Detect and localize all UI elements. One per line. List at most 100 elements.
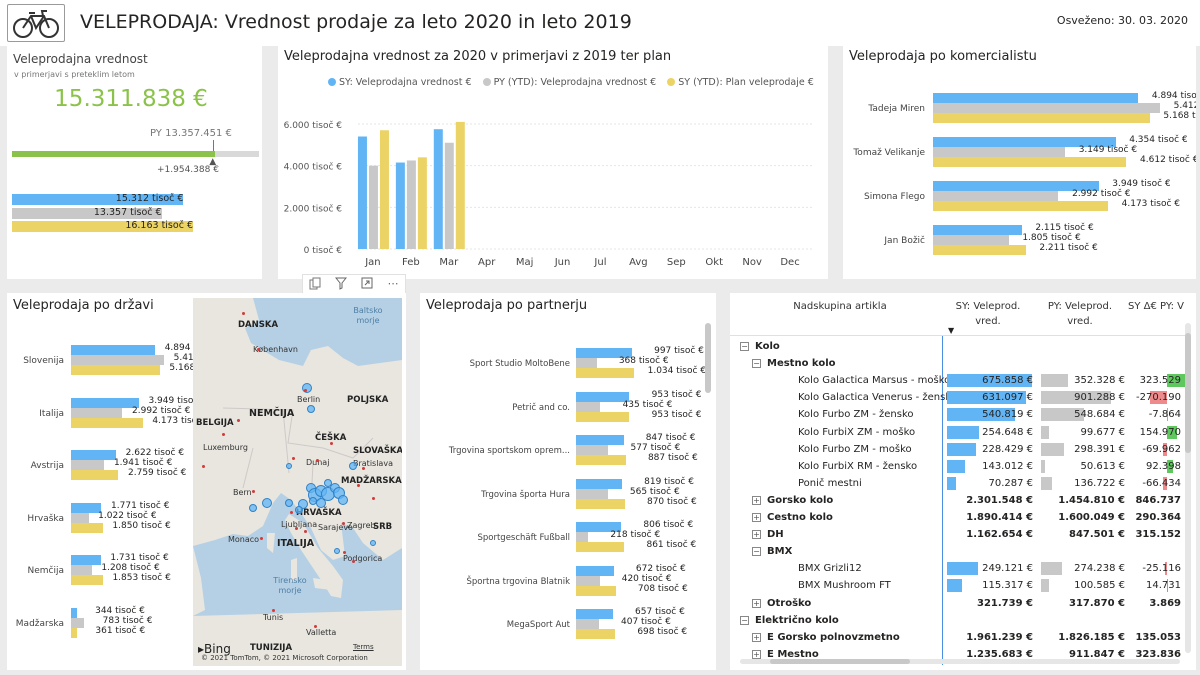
bar-sy[interactable] [71, 607, 77, 618]
legend-item-sy[interactable]: SY: Veleprodajna vrednost € [320, 77, 472, 88]
bar-py[interactable] [71, 460, 105, 470]
matrix-vscroll-track[interactable] [1185, 323, 1191, 653]
bar-py[interactable] [933, 147, 1066, 157]
matrix-panel[interactable]: Nadskupina artikla SY: Veleprod. vred. P… [730, 293, 1196, 670]
filter-icon[interactable] [333, 277, 349, 291]
bar-plan[interactable] [933, 245, 1026, 255]
bar-py[interactable] [576, 401, 601, 412]
map-bubble[interactable] [307, 405, 315, 413]
month-bar[interactable] [379, 130, 389, 249]
bar-py[interactable] [933, 191, 1059, 201]
map-bubble[interactable] [249, 504, 257, 512]
bar-py[interactable] [576, 619, 599, 629]
month-bar[interactable] [455, 121, 465, 249]
table-row[interactable]: − BMX [730, 543, 1195, 560]
more-options-icon[interactable]: ⋯ [387, 277, 399, 290]
expand-icon[interactable]: + [752, 632, 761, 642]
table-row[interactable]: + Cestno kolo 1.890.414 € 1.600.049 € 290.36… [730, 509, 1195, 526]
bar-plan[interactable] [71, 522, 103, 533]
map-bubble[interactable] [338, 495, 348, 505]
table-row[interactable]: Kolo FurbiX ZM - moško 254.648 € 99.677 € 1… [730, 424, 1195, 441]
bar-plan[interactable] [71, 417, 143, 428]
monthly-chart-panel[interactable]: Veleprodajna vrednost za 2020 v primerja… [278, 44, 828, 279]
map-bubble[interactable] [262, 498, 272, 508]
map-bubble[interactable] [286, 463, 292, 469]
header-group[interactable]: Nadskupina artikla [793, 301, 887, 312]
month-bar[interactable] [406, 160, 416, 249]
bar-sy[interactable] [71, 397, 139, 408]
bar-sy[interactable] [933, 93, 1139, 103]
bar-py[interactable] [71, 407, 123, 418]
bar-py[interactable] [933, 103, 1160, 113]
bar-plan[interactable] [576, 585, 616, 596]
month-bar[interactable] [417, 157, 427, 249]
table-row[interactable]: Kolo Galactica Marsus - moško 675.858 € 35… [730, 372, 1195, 389]
europe-map[interactable]: DANSKA Baltsko morje København Berlin PO… [193, 298, 402, 666]
collapse-icon[interactable]: − [740, 342, 749, 351]
map-bubble[interactable] [298, 499, 308, 509]
bar-plan[interactable] [71, 575, 103, 585]
bar-sy[interactable] [576, 348, 632, 358]
bar-plan[interactable] [71, 365, 160, 375]
bar-sy[interactable] [933, 137, 1116, 147]
bar-py[interactable] [576, 445, 609, 455]
bar-plan[interactable] [576, 498, 625, 509]
bar-py[interactable] [576, 532, 589, 542]
bar-sy[interactable] [576, 435, 624, 445]
collapse-icon[interactable]: − [752, 359, 761, 369]
commercialist-panel[interactable]: Veleprodaja po komercialistu Tadeja Mire… [843, 44, 1196, 279]
bar-sy[interactable] [933, 225, 1022, 235]
matrix-hscroll-thumb[interactable] [770, 659, 910, 664]
map-bubble[interactable] [302, 383, 312, 393]
bar-sy[interactable] [576, 609, 613, 619]
table-row[interactable]: − Mestno kolo [730, 355, 1195, 372]
bar-sy[interactable] [576, 565, 614, 576]
bar-sy[interactable] [576, 478, 622, 489]
table-row[interactable]: − Kolo [730, 338, 1195, 355]
bar-py[interactable] [933, 235, 1009, 245]
bar-plan[interactable] [576, 542, 625, 552]
map-bubble[interactable] [334, 548, 340, 554]
bar-sy[interactable] [71, 450, 117, 460]
bar-py[interactable] [576, 488, 608, 499]
header-delta[interactable]: SY Δ€ PY: V [1128, 301, 1184, 312]
table-row[interactable]: BMX Mushroom FT 115.317 € 100.585 € 14.731 [730, 577, 1195, 594]
bar-py[interactable] [71, 512, 89, 523]
map-bubble[interactable] [309, 497, 317, 505]
partner-panel[interactable]: Veleprodaja po partnerju Sport Studio Mo… [420, 293, 716, 670]
bar-plan[interactable] [933, 113, 1150, 123]
header-sy[interactable]: SY: Veleprod. vred. [955, 301, 1021, 327]
map-bubble[interactable] [295, 506, 303, 514]
bar-py[interactable] [576, 358, 597, 368]
bar-plan[interactable] [933, 201, 1109, 211]
bar-plan[interactable] [71, 470, 119, 480]
map-terms-link[interactable]: Terms [353, 643, 374, 651]
legend-item-py[interactable]: PY (YTD): Veleprodajna vrednost € [475, 77, 656, 88]
month-bar[interactable] [357, 136, 367, 250]
month-bar[interactable] [395, 162, 405, 249]
bar-plan[interactable] [71, 627, 78, 638]
month-bar[interactable] [444, 142, 454, 249]
bar-plan[interactable] [576, 368, 634, 378]
table-row[interactable]: − Električno kolo [730, 612, 1195, 629]
expand-icon[interactable]: + [752, 598, 761, 608]
expand-icon[interactable]: + [752, 530, 761, 540]
bar-sy[interactable] [933, 181, 1099, 191]
expand-icon[interactable]: + [752, 495, 761, 505]
table-row[interactable]: BMX Grizli12 249.121 € 274.238 € -25.116 [730, 560, 1195, 577]
kpi-bar-py[interactable] [12, 207, 162, 219]
kpi-panel[interactable]: Veleprodajna vrednost [7, 44, 262, 279]
bar-plan[interactable] [576, 411, 630, 422]
table-row[interactable]: Kolo FurbiX RM - žensko 143.012 € 50.613 €… [730, 458, 1195, 475]
bar-sy[interactable] [71, 555, 101, 565]
bar-py[interactable] [71, 565, 92, 575]
table-row[interactable]: + Otroško 321.739 € 317.870 € 3.869 [730, 595, 1195, 612]
sort-desc-icon[interactable]: ▼ [948, 326, 955, 335]
table-row[interactable]: Kolo Galactica Venerus - žensko 631.097 €… [730, 389, 1195, 406]
bar-plan[interactable] [576, 629, 616, 639]
collapse-icon[interactable]: − [740, 615, 749, 625]
kpi-bar-sy[interactable] [12, 194, 184, 205]
table-row[interactable]: Ponič mestni 70.287 € 136.722 € -66.434 [730, 475, 1195, 492]
legend-item-plan[interactable]: SY (YTD): Plan veleprodaje € [659, 77, 814, 88]
bar-py[interactable] [576, 575, 600, 586]
